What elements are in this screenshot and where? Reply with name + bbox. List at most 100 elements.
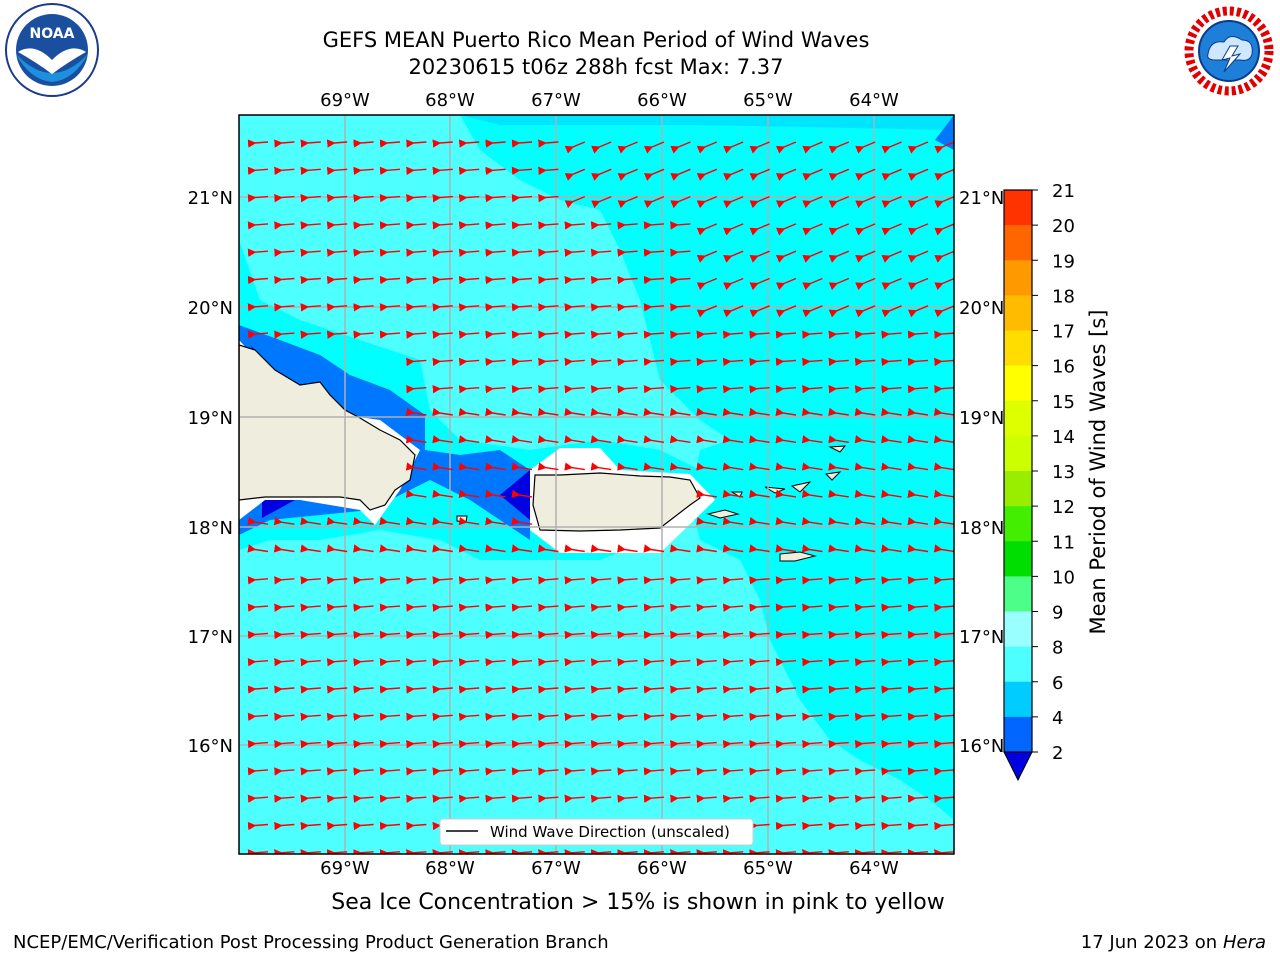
wind-arrow (511, 767, 533, 776)
colorbar-segment (1004, 611, 1032, 648)
wind-arrow (274, 303, 295, 312)
wind-arrow (485, 407, 506, 417)
wind-arrow (326, 193, 348, 203)
wind-arrow (749, 168, 770, 181)
wind-arrow (458, 435, 480, 444)
wind-arrow (485, 303, 506, 312)
wind-arrow (670, 221, 691, 230)
wind-arrow (326, 516, 348, 526)
wind-arrow (538, 385, 559, 394)
land-mona (456, 515, 468, 523)
wind-arrow (458, 576, 480, 585)
wind-arrow (247, 193, 269, 203)
wind-arrow (802, 385, 823, 394)
wind-arrow (749, 767, 770, 776)
wind-arrow (934, 630, 954, 640)
wind-arrow (538, 658, 559, 667)
wind-arrow (379, 821, 401, 831)
wind-arrow (458, 767, 480, 776)
wind-arrow (907, 849, 929, 854)
wind-arrow (300, 303, 321, 312)
wind-arrow (643, 275, 665, 285)
wind-arrow (617, 303, 638, 312)
wind-arrow (485, 330, 506, 339)
wind-arrow (274, 330, 295, 339)
wind-arrow (300, 630, 321, 640)
wind-arrow (881, 767, 902, 776)
wind-arrow (670, 195, 691, 209)
wind-arrow (854, 407, 876, 417)
wind-arrow (749, 435, 770, 444)
wind-arrow (590, 767, 612, 776)
wind-arrow (696, 385, 717, 394)
wind-arrow (643, 576, 665, 585)
wind-arrow (538, 275, 559, 285)
wind-arrow (617, 168, 638, 181)
colorbar-tick-label: 11 (1052, 532, 1075, 553)
wind-arrow (881, 630, 902, 640)
wind-arrow (775, 250, 797, 263)
colorbar-tick-label: 15 (1052, 392, 1075, 413)
wind-arrow (749, 250, 770, 263)
colorbar-tick-label: 9 (1052, 603, 1063, 624)
wind-arrow (564, 576, 585, 585)
wind-arrow (775, 168, 797, 181)
wind-arrow (802, 305, 823, 318)
wind-arrow (300, 544, 321, 553)
wind-arrow (590, 462, 612, 471)
wind-arrow (907, 250, 929, 263)
wind-arrow (432, 603, 453, 612)
colorbar-segment (1004, 365, 1032, 402)
wind-arrow (590, 849, 612, 854)
wind-arrow (353, 544, 374, 553)
wind-arrow (670, 385, 691, 394)
wind-arrow (802, 195, 823, 209)
wind-arrow (511, 603, 533, 612)
wind-arrow (881, 407, 902, 417)
wind-arrow (722, 849, 744, 854)
longitude-labels-bottom: 69°W 68°W 67°W 66°W 65°W 64°W (320, 858, 899, 879)
wind-arrow (881, 516, 902, 526)
wind-arrow (485, 794, 506, 803)
wind-arrow (247, 685, 269, 694)
wind-arrow (907, 767, 929, 776)
wind-arrow (538, 849, 559, 854)
wind-arrow (247, 849, 269, 854)
wind-arrow (722, 630, 744, 640)
lat-label-left: 16°N (188, 736, 233, 757)
wind-arrow (855, 141, 876, 154)
wind-arrow (458, 489, 480, 498)
wind-arrow (564, 330, 585, 339)
wind-arrow (511, 303, 533, 312)
wind-arrow (775, 794, 797, 803)
wind-arrow (934, 305, 954, 318)
wind-arrow (907, 141, 929, 154)
wind-arrow (379, 712, 401, 722)
wind-arrow (300, 794, 321, 803)
wind-arrow (854, 685, 876, 694)
colorbar-tick-label: 12 (1052, 497, 1075, 518)
wind-arrow (458, 357, 480, 367)
wind-arrow (274, 630, 295, 640)
colorbar-tick-label: 21 (1052, 181, 1075, 202)
wind-arrow (511, 849, 533, 854)
wind-arrow (828, 685, 849, 694)
wind-arrow (749, 141, 770, 154)
wind-arrow (696, 141, 718, 154)
wind-arrow (485, 221, 506, 230)
wind-arrow (934, 330, 954, 339)
wind-arrow (485, 435, 506, 444)
wind-arrow (854, 767, 876, 776)
wind-arrow (828, 794, 849, 803)
wind-arrow (458, 275, 480, 285)
wind-arrow (934, 603, 954, 612)
wind-arrow (274, 576, 295, 585)
wind-arrow (933, 435, 954, 444)
wind-arrow (722, 516, 744, 526)
wind-arrow (723, 168, 744, 181)
wind-arrow (405, 544, 427, 553)
wind-arrow (353, 794, 374, 803)
wind-arrow (907, 435, 929, 444)
wind-arrow (828, 630, 849, 640)
wind-arrow (617, 357, 638, 367)
